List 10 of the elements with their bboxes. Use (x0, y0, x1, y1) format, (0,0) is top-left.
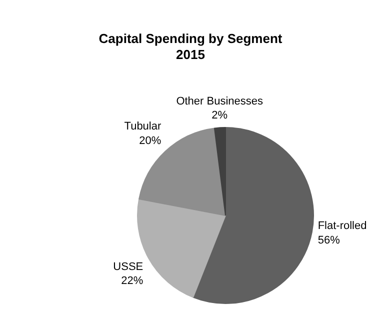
chart-subtitle: 2015 (176, 47, 205, 62)
data-label: 2% (212, 110, 228, 122)
chart-title: Capital Spending by Segment (98, 31, 283, 46)
data-label: 22% (121, 275, 144, 288)
data-label: 56% (318, 234, 340, 246)
data-label: 20% (139, 134, 162, 147)
slice-label: Flat-rolled (318, 220, 367, 232)
slice-label: Tubular (124, 120, 162, 133)
slice-label: USSE (113, 260, 144, 273)
slice-label: Other Businesses (176, 95, 264, 108)
